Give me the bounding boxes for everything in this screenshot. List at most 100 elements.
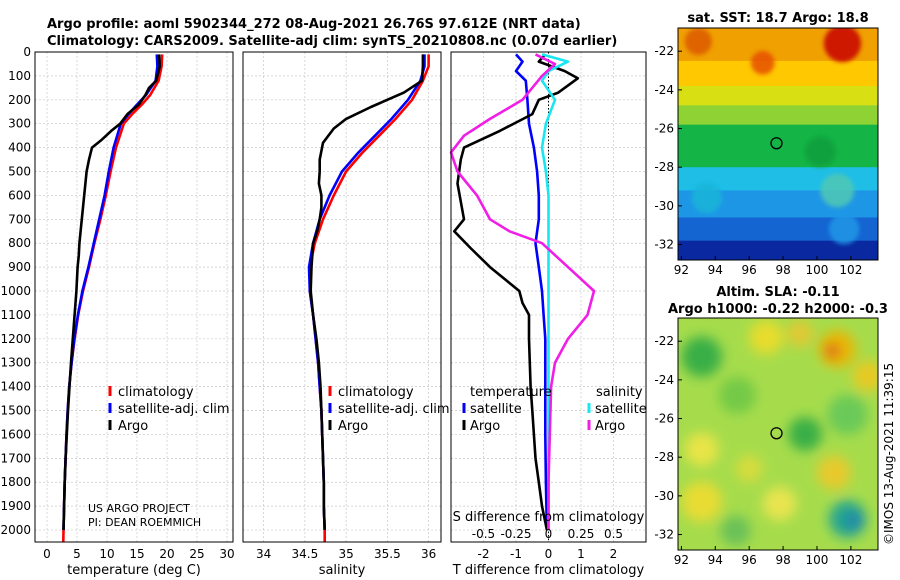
x-axis-label: T difference from climatology — [452, 563, 645, 578]
sst-patch — [823, 28, 862, 63]
x-tick-label: 98 — [775, 263, 790, 277]
sst-band — [678, 86, 878, 106]
y-tick-label: -26 — [654, 122, 674, 136]
sst-band — [678, 124, 878, 168]
x-tick-label: -2 — [478, 547, 490, 561]
sla-blob — [762, 486, 797, 521]
sst-patch — [684, 28, 712, 56]
map-content — [678, 28, 878, 260]
y-tick-label: 1200 — [0, 332, 31, 346]
x-tick-label: 102 — [839, 263, 862, 277]
map-frame — [677, 317, 879, 551]
y-tick-label: 1000 — [0, 284, 31, 298]
difference-panel: -2 -1 0 1 2 T difference from climatology temp… — [449, 51, 647, 578]
legend-label: Argo — [118, 419, 148, 434]
legend-label: Argo — [470, 419, 500, 434]
x-tick-label: 34.5 — [292, 547, 319, 561]
x-tick-label: 96 — [742, 263, 757, 277]
temperature-panel: 0 5 10 15 20 25 300100200300400500600700800900… — [0, 45, 234, 578]
s-tick-label: -0.5 — [472, 527, 495, 541]
y-tick-label: 1700 — [0, 451, 31, 465]
legend-title-salinity: salinity — [596, 385, 643, 400]
legend-label: climatology — [118, 385, 194, 400]
y-tick-label: -22 — [654, 334, 674, 348]
series-s-argo — [449, 53, 596, 530]
axes-frame — [450, 51, 647, 543]
axes-frame — [34, 51, 234, 543]
credit-pi: PI: DEAN ROEMMICH — [88, 516, 201, 529]
sla-blob — [735, 455, 763, 483]
y-tick-label: -30 — [654, 199, 674, 213]
x-tick-label: 35.5 — [374, 547, 401, 561]
imos-stamp: ©IMOS 13-Aug-2021 11:39:15 — [882, 363, 896, 545]
sla-blob — [852, 360, 878, 392]
y-tick-label: 600 — [8, 188, 31, 202]
y-tick-label: 1500 — [0, 404, 31, 418]
x-tick-label: 98 — [775, 553, 790, 567]
sla-blob — [788, 417, 823, 451]
sst-patch — [820, 173, 855, 208]
sla-blob — [786, 319, 814, 348]
sst-band — [678, 60, 878, 87]
figure-title-line1: Argo profile: aoml 5902344_272 08-Aug-20… — [47, 17, 581, 32]
x-tick-label: 20 — [159, 547, 174, 561]
y-tick-label: -32 — [654, 238, 674, 252]
series-t-argo — [453, 53, 580, 531]
x-axis-label: salinity — [319, 563, 366, 578]
x-tick-label: 35 — [338, 547, 353, 561]
sla-blob — [684, 432, 719, 467]
sst-patch — [828, 213, 860, 245]
y-tick-label: -22 — [654, 44, 674, 58]
x-tick-label: 92 — [674, 553, 689, 567]
y-tick-label: -28 — [654, 450, 674, 464]
series-s-satellite — [540, 53, 570, 530]
sla-blob — [720, 515, 751, 546]
sst-band — [678, 217, 878, 242]
sst-band — [678, 105, 878, 126]
legend-label: satellite-adj. clim — [118, 402, 230, 417]
y-tick-label: 1800 — [0, 475, 31, 489]
legend-label: satellite — [470, 402, 522, 417]
sla-blob — [718, 376, 756, 414]
plot-area — [243, 52, 441, 542]
x-tick-label: 94 — [708, 263, 723, 277]
x-tick-label: -1 — [510, 547, 522, 561]
y-tick-label: -32 — [654, 528, 674, 542]
legend-label: climatology — [338, 385, 414, 400]
x-tick-label: 5 — [73, 547, 81, 561]
y-tick-label: 2000 — [0, 523, 31, 537]
series-t-satellite — [514, 53, 549, 531]
sst-map-title: sat. SST: 18.7 Argo: 18.8 — [687, 11, 868, 26]
x-tick-label: 100 — [806, 553, 829, 567]
y-tick-label: 1400 — [0, 380, 31, 394]
legend-label: Argo — [595, 419, 625, 434]
x-tick-label: 10 — [99, 547, 114, 561]
plot-area — [35, 52, 233, 542]
y-tick-label: 1300 — [0, 356, 31, 370]
x-tick-label: 36 — [421, 547, 436, 561]
x-tick-label: 102 — [839, 553, 862, 567]
float-position-marker — [770, 137, 783, 150]
s-tick-label: -0.25 — [500, 527, 531, 541]
sla-blob — [816, 455, 851, 490]
x-tick-label: 96 — [742, 553, 757, 567]
y-tick-label: 400 — [8, 141, 31, 155]
x-tick-label: 0 — [545, 547, 553, 561]
x-tick-label: 2 — [610, 547, 618, 561]
y-tick-label: 1900 — [0, 499, 31, 513]
y-tick-label: 100 — [8, 69, 31, 83]
x-tick-label: 15 — [129, 547, 144, 561]
sla-blob — [681, 481, 723, 523]
sla-blob — [827, 394, 868, 436]
legend-label: Argo — [338, 419, 368, 434]
x-tick-label: 34 — [256, 547, 271, 561]
sla-map-title: Altim. SLA: -0.11 — [716, 285, 839, 300]
sst-band — [678, 240, 878, 260]
x-tick-label: 92 — [674, 263, 689, 277]
sst-patch — [805, 136, 836, 167]
x-tick-label: 1 — [577, 547, 585, 561]
sla-blobs — [681, 319, 878, 546]
sla-blob — [845, 512, 863, 530]
y-tick-label: 200 — [8, 93, 31, 107]
